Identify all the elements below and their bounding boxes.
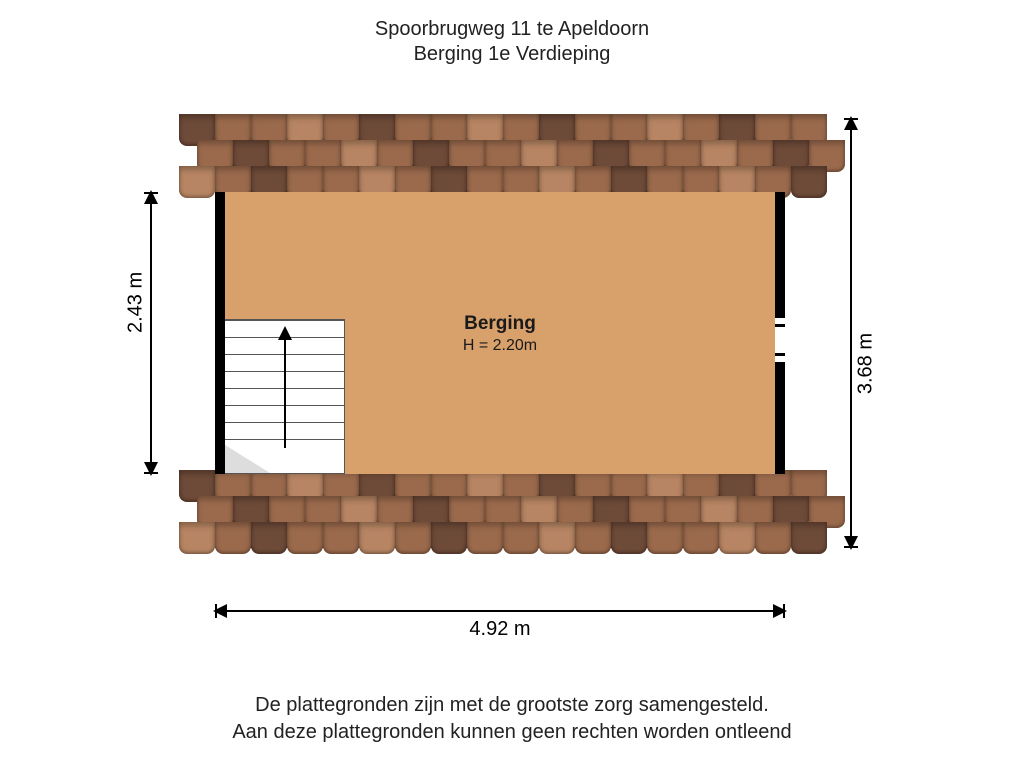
room-name: Berging <box>215 313 785 335</box>
disclaimer-line2: Aan deze plattegronden kunnen geen recht… <box>0 719 1024 746</box>
dimension-left-label: 2.43 m <box>125 272 148 333</box>
stair-landing <box>225 445 270 473</box>
title-line2: Berging 1e Verdieping <box>0 43 1024 66</box>
roof-top <box>215 118 785 192</box>
dimension-right-label: 3.68 m <box>855 333 878 394</box>
disclaimer-line1: De plattegronden zijn met de grootste zo… <box>0 692 1024 719</box>
title-line1: Spoorbrugweg 11 te Apeldoorn <box>0 18 1024 41</box>
dimension-bottom: 4.92 m <box>215 610 785 612</box>
dimension-left: 2.43 m <box>150 192 152 474</box>
room-label: Berging H = 2.20m <box>215 313 785 355</box>
dimension-right: 3.68 m <box>850 118 852 548</box>
disclaimer: De plattegronden zijn met de grootste zo… <box>0 692 1024 746</box>
roof-bottom <box>215 474 785 548</box>
floor-plan: Berging H = 2.20m <box>215 118 785 548</box>
room-height-label: H = 2.20m <box>215 337 785 355</box>
title-block: Spoorbrugweg 11 te Apeldoorn Berging 1e … <box>0 18 1024 66</box>
dimension-bottom-label: 4.92 m <box>469 618 530 641</box>
